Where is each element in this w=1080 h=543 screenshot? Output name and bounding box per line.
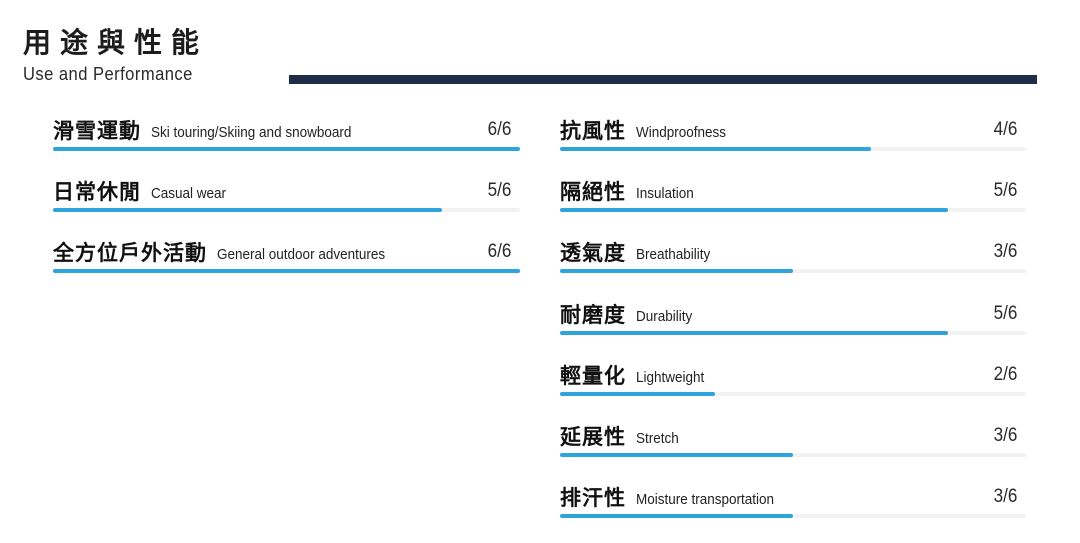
rating-score: 5/6	[993, 180, 1017, 202]
rating-label-en: Stretch	[636, 429, 679, 447]
rating-label-zh: 全方位戶外活動	[53, 240, 207, 266]
rating-label-en: Windproofness	[636, 124, 727, 141]
rating-score: 5/6	[993, 302, 1017, 324]
page-title: 用途與性能	[23, 26, 209, 59]
rating-row: 耐磨度 Durability 5/6	[560, 294, 1026, 355]
rating-bar-track	[560, 452, 1026, 457]
rating-bar-track	[53, 269, 520, 274]
rating-bar-track	[560, 330, 1026, 335]
rating-label-en: Insulation	[636, 185, 694, 203]
rating-bar-fill	[560, 269, 793, 274]
rating-label-zh: 抗風性	[560, 118, 626, 143]
rating-row: 排汗性 Moisture transportation 3/6	[560, 477, 1026, 538]
rating-row-header: 透氣度 Breathability 3/6	[560, 232, 1026, 266]
rating-bar-track	[560, 514, 1026, 519]
rating-row-header: 排汗性 Moisture transportation 3/6	[560, 477, 1026, 511]
rating-bar-fill	[53, 208, 443, 213]
rating-bar-fill	[560, 330, 949, 335]
rating-row-header: 全方位戶外活動 General outdoor adventures 6/6	[53, 232, 520, 266]
rating-row-header: 滑雪運動 Ski touring/Skiing and snowboard 6/6	[53, 110, 520, 144]
rating-row: 日常休閒 Casual wear 5/6	[53, 171, 520, 232]
rating-bar-track	[560, 147, 1026, 151]
rating-label-zh: 透氣度	[560, 240, 626, 266]
rating-bar-track	[53, 147, 520, 151]
rating-label-zh: 日常休閒	[53, 179, 141, 205]
rating-label-zh: 滑雪運動	[53, 118, 141, 143]
rating-bar-fill	[560, 147, 871, 151]
rating-label-zh: 延展性	[560, 423, 626, 449]
rating-score: 6/6	[487, 119, 511, 140]
rating-bar-track	[53, 208, 520, 213]
rating-label-en: Casual wear	[151, 185, 227, 203]
section-header: 用途與性能 Use and Performance	[23, 26, 208, 85]
rating-score: 3/6	[993, 486, 1017, 508]
header-divider	[289, 75, 1037, 84]
rating-score: 3/6	[993, 424, 1017, 446]
rating-label-zh: 輕量化	[560, 362, 626, 388]
rating-row: 全方位戶外活動 General outdoor adventures 6/6	[53, 232, 520, 293]
rating-bar-track	[560, 269, 1026, 274]
rating-row-header: 日常休閒 Casual wear 5/6	[53, 171, 520, 205]
rating-row-header: 輕量化 Lightweight 2/6	[560, 355, 1026, 389]
rating-bar-fill	[560, 391, 716, 396]
rating-score: 6/6	[487, 241, 511, 263]
rating-bar-fill	[53, 147, 520, 151]
rating-label-en: Durability	[636, 307, 693, 325]
rating-row: 隔絕性 Insulation 5/6	[560, 171, 1026, 232]
rating-row: 透氣度 Breathability 3/6	[560, 232, 1026, 293]
rating-row-header: 隔絕性 Insulation 5/6	[560, 171, 1026, 205]
rating-bar-track	[560, 391, 1026, 396]
rating-score: 4/6	[993, 119, 1017, 140]
rating-bar-track	[560, 208, 1026, 213]
rating-label-en: Breathability	[636, 246, 711, 264]
rating-row-header: 抗風性 Windproofness 4/6	[560, 110, 1026, 144]
rating-label-zh: 耐磨度	[560, 301, 626, 327]
use-list: 滑雪運動 Ski touring/Skiing and snowboard 6/6 日…	[53, 110, 520, 294]
rating-score: 5/6	[487, 180, 511, 202]
rating-bar-fill	[53, 269, 520, 274]
rating-score: 3/6	[993, 241, 1017, 263]
rating-row: 延展性 Stretch 3/6	[560, 416, 1026, 477]
rating-row: 滑雪運動 Ski touring/Skiing and snowboard 6/6	[53, 110, 520, 171]
rating-bar-fill	[560, 514, 793, 519]
rating-label-en: Moisture transportation	[636, 491, 775, 509]
performance-list: 抗風性 Windproofness 4/6 隔絕性 Insulation 5/6 透氣度 Br…	[560, 110, 1026, 538]
rating-row-header: 耐磨度 Durability 5/6	[560, 294, 1026, 328]
rating-label-en: General outdoor adventures	[217, 246, 386, 264]
rating-row: 抗風性 Windproofness 4/6	[560, 110, 1026, 171]
rating-bar-fill	[560, 452, 793, 457]
page-subtitle: Use and Performance	[23, 64, 193, 84]
rating-label-zh: 隔絕性	[560, 179, 626, 205]
rating-row-header: 延展性 Stretch 3/6	[560, 416, 1026, 450]
rating-row: 輕量化 Lightweight 2/6	[560, 355, 1026, 416]
rating-label-en: Ski touring/Skiing and snowboard	[151, 124, 352, 141]
rating-bar-fill	[560, 208, 949, 213]
rating-label-en: Lightweight	[636, 368, 705, 386]
rating-score: 2/6	[993, 363, 1017, 385]
rating-label-zh: 排汗性	[560, 485, 626, 511]
